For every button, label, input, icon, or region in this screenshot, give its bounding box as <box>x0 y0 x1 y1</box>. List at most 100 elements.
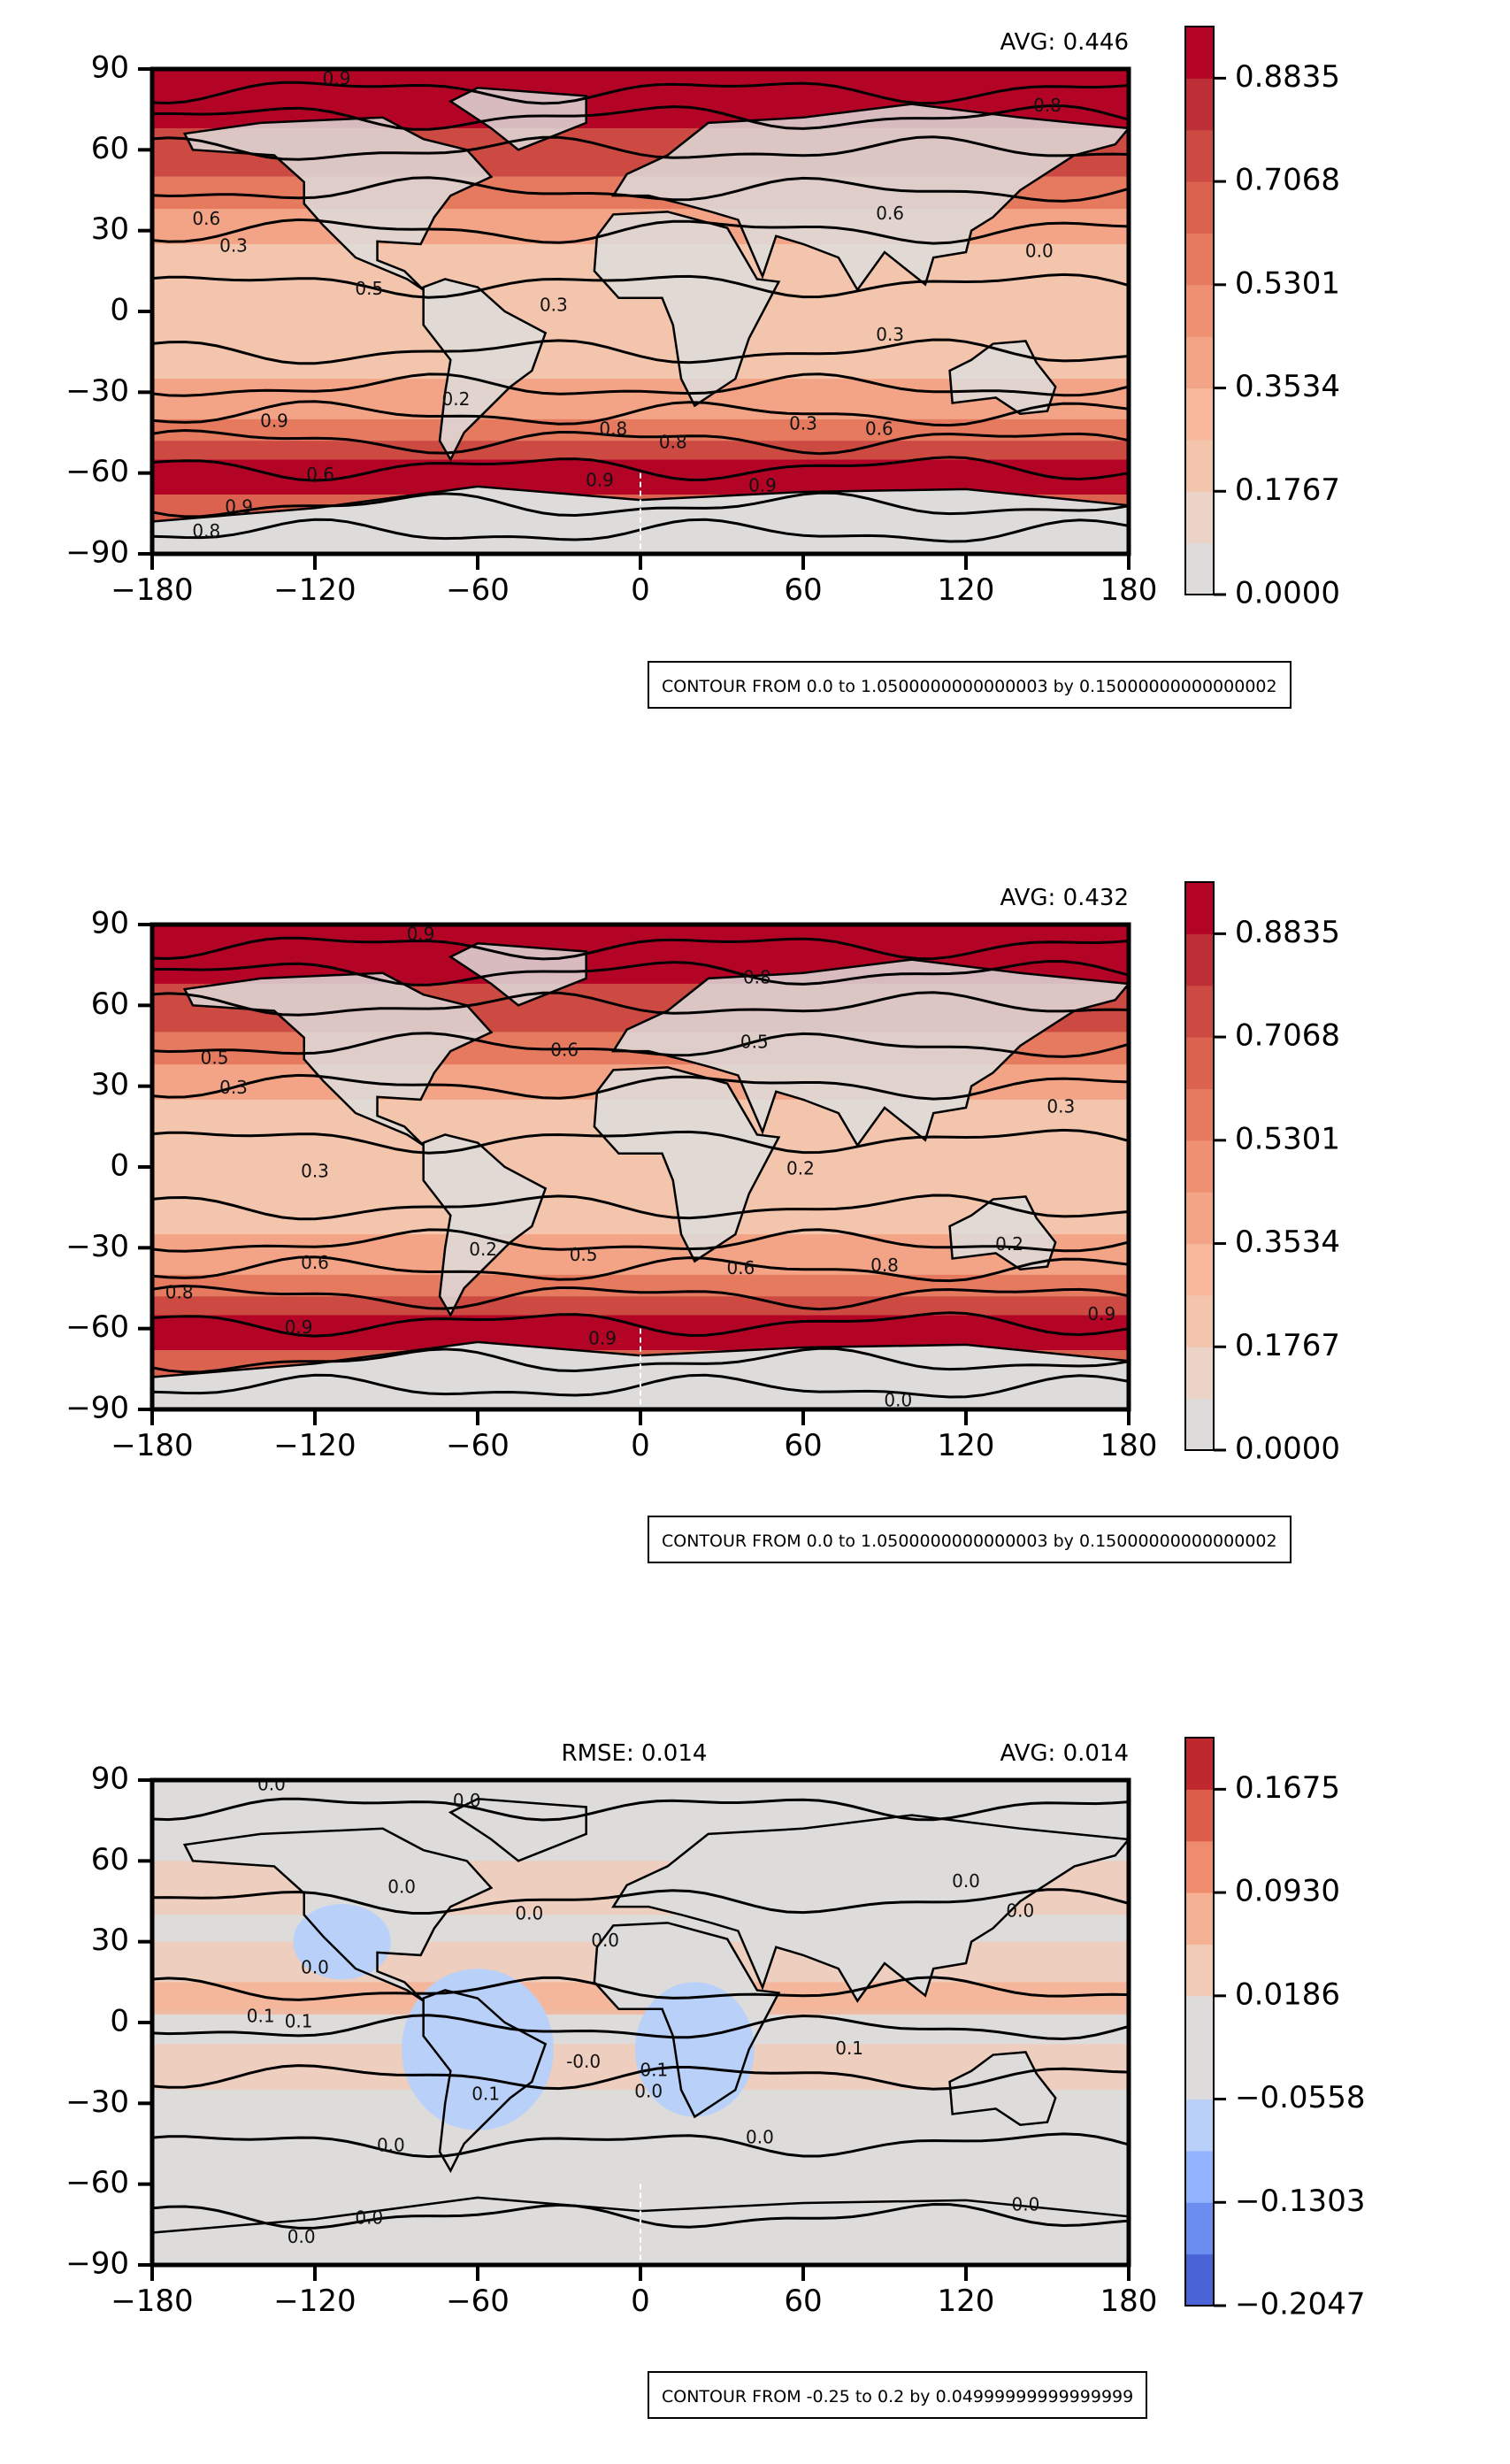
contour-label: 0.3 <box>789 412 817 434</box>
colorbar-segment <box>1185 1294 1214 1347</box>
y-tick-label: −60 <box>65 454 129 489</box>
colorbar-tick-label: 0.3534 <box>1235 1224 1340 1260</box>
x-tick-label: 180 <box>1100 2284 1158 2319</box>
contour-label: 0.0 <box>884 1389 912 1410</box>
contour-line <box>152 936 1129 961</box>
y-tick-label: 30 <box>91 211 129 247</box>
x-tick-label: 0 <box>631 1428 650 1463</box>
y-tick-label: 30 <box>91 1067 129 1102</box>
panel-2: 0.9 0.8 0.5 0.3 0.6 0.3 0.8 0.6 0.2 0.9 0.9 0.5 0.2 0… <box>65 881 1340 1467</box>
coastline <box>182 116 494 291</box>
colorbar-segment <box>1185 1840 1214 1893</box>
colorbar-segment <box>1185 1944 1214 1997</box>
coastline <box>422 1133 548 1318</box>
contour-label: 0.1 <box>471 2084 500 2105</box>
x-tick-label: 120 <box>938 1428 995 1463</box>
negative-anomaly-patch <box>293 1904 391 1980</box>
colorbar-segment <box>1185 542 1214 595</box>
x-tick-label: 180 <box>1100 572 1158 608</box>
contour-label: 0.9 <box>748 474 777 495</box>
colorbar-segment <box>1185 1140 1214 1193</box>
colorbar-segment <box>1185 933 1214 986</box>
contour-line <box>152 1976 1129 2001</box>
latitude-band <box>152 441 1129 460</box>
coastline <box>593 1922 781 2119</box>
contour-line <box>152 2064 1129 2091</box>
contour-line <box>152 372 1129 397</box>
contour-line <box>152 2132 1129 2159</box>
contour-footer: CONTOUR FROM 0.0 to 1.0500000000000003 b… <box>648 1516 1292 1563</box>
colorbar-tick-label: 0.1767 <box>1235 1328 1340 1363</box>
contour-label: 0.6 <box>550 1040 579 1061</box>
y-tick-label: −60 <box>65 1309 129 1345</box>
y-tick-label: 90 <box>91 1762 129 1797</box>
colorbar-segment <box>1185 284 1214 337</box>
contour-label: 0.0 <box>746 2126 774 2147</box>
panel-1: 0.90.80.60.30.50.30.90.60.20.80.90.80.60… <box>65 26 1340 611</box>
contour-label: 0.9 <box>586 469 614 490</box>
contour-label: 0.8 <box>659 432 687 453</box>
colorbar-frame <box>1184 881 1215 1451</box>
y-tick-label: −90 <box>65 1391 129 1426</box>
contour-label: 0.8 <box>192 520 220 541</box>
colorbar-frame <box>1184 1737 1215 2307</box>
contour-label: 0.0 <box>1006 1900 1034 1922</box>
contour-label: 0.5 <box>201 1048 229 1069</box>
contour-label: 0.0 <box>387 1876 416 1897</box>
contour-label: 0.3 <box>219 1077 248 1098</box>
y-tick-label: −90 <box>65 2246 129 2282</box>
contour-label: 0.0 <box>453 1790 481 1811</box>
land-fill <box>423 279 546 460</box>
colorbar-tick-label: 0.0000 <box>1235 576 1340 611</box>
contour-footer: CONTOUR FROM 0.0 to 1.0500000000000003 b… <box>648 661 1292 709</box>
contour-label: 0.6 <box>727 1257 755 1278</box>
contour-label: 0.0 <box>301 1957 329 1978</box>
colorbar-tick-label: 0.0186 <box>1235 1977 1340 2012</box>
land-fill <box>423 1134 546 1316</box>
contour-label: 0.8 <box>870 1255 899 1276</box>
colorbar-segment <box>1185 2253 1214 2307</box>
colorbar-segment <box>1185 491 1214 544</box>
coastline <box>593 1066 781 1263</box>
colorbar-segment <box>1185 1347 1214 1400</box>
contour-label: 0.3 <box>219 234 248 256</box>
y-tick-label: 0 <box>110 293 129 328</box>
colorbar-segment <box>1185 439 1214 492</box>
colorbar-frame <box>1184 26 1215 595</box>
latitude-band <box>152 1296 1129 1316</box>
y-tick-label: −60 <box>65 2165 129 2200</box>
contour-label: 0.5 <box>570 1244 598 1265</box>
contour-footer: CONTOUR FROM -0.25 to 0.2 by 0.049999999… <box>648 2371 1148 2419</box>
coastline <box>448 942 587 1007</box>
rmse-label: RMSE: 0.014 <box>562 1740 708 1767</box>
contour-label: 0.2 <box>442 388 471 410</box>
x-tick-label: 60 <box>784 2284 822 2319</box>
contour-label: 0.6 <box>876 203 904 224</box>
contour-label: 0.8 <box>165 1282 194 1303</box>
coastline <box>948 340 1057 415</box>
x-tick-label: 0 <box>631 572 650 608</box>
contour-line <box>152 81 1129 105</box>
contour-line <box>152 400 1129 427</box>
coastline <box>948 1195 1057 1270</box>
x-tick-label: 60 <box>784 1428 822 1463</box>
avg-label: AVG: 0.014 <box>1000 1740 1129 1767</box>
contour-label: 0.3 <box>540 294 568 315</box>
coastline <box>448 1798 587 1862</box>
colorbar-tick-label: 0.1675 <box>1235 1770 1340 1806</box>
x-tick-label: −60 <box>446 572 510 608</box>
contour-line <box>152 104 1129 131</box>
coastline <box>611 1814 1129 2003</box>
map-field: 0.00.00.00.00.10.10.1-0.00.00.00.10.00.0… <box>152 1780 1129 2265</box>
colorbar-tick-label: 0.7068 <box>1235 1018 1340 1054</box>
contour-line <box>152 1194 1129 1221</box>
colorbar-segment <box>1185 2047 1214 2100</box>
y-tick-label: −30 <box>65 373 129 409</box>
contour-line <box>152 1032 1129 1058</box>
x-tick-label: −120 <box>273 1428 356 1463</box>
contour-label: 0.0 <box>634 2081 663 2102</box>
contour-line <box>152 272 1129 299</box>
coastline <box>422 278 548 463</box>
colorbar-segment <box>1185 1037 1214 1089</box>
contour-label: 0.1 <box>247 2005 275 2026</box>
